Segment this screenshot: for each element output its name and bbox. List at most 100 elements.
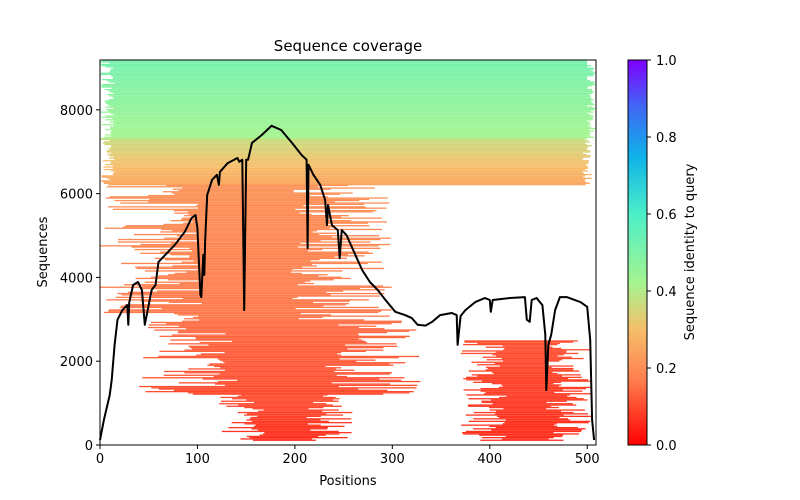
alignment-row <box>109 81 595 83</box>
y-axis-label: Sequences <box>36 216 51 287</box>
alignment-row <box>219 373 391 375</box>
alignment-row <box>110 127 596 130</box>
alignment-row <box>224 352 342 354</box>
alignment-row <box>123 226 333 228</box>
alignment-row <box>505 435 563 438</box>
alignment-row <box>473 418 568 420</box>
y-tick-label: 8000 <box>60 104 93 119</box>
alignment-row <box>231 340 366 342</box>
alignment-row <box>202 378 380 380</box>
alignment-row <box>479 434 564 436</box>
alignment-row <box>151 387 417 389</box>
alignment-row <box>467 405 552 407</box>
alignment-row <box>464 340 579 342</box>
alignment-row <box>114 158 583 161</box>
colorbar-tick-label: 0.6 <box>656 208 677 223</box>
alignment-row <box>103 311 379 314</box>
alignment-row <box>246 399 334 401</box>
alignment-row <box>107 153 587 156</box>
alignment-row <box>254 425 345 427</box>
alignment-row <box>147 194 310 197</box>
alignment-row <box>111 146 589 148</box>
y-tick-label: 2000 <box>60 355 93 370</box>
alignment-row <box>250 416 307 419</box>
alignment-row <box>178 382 332 384</box>
alignment-row <box>468 420 591 422</box>
x-axis-label: Positions <box>319 474 377 489</box>
coverage-heatmap <box>100 60 596 441</box>
alignment-row <box>492 354 564 356</box>
alignment-row <box>503 360 560 362</box>
alignment-row <box>106 109 595 111</box>
alignment-row <box>112 208 296 210</box>
alignment-row <box>162 191 294 193</box>
alignment-row <box>105 129 590 131</box>
alignment-row <box>480 388 587 390</box>
alignment-row <box>112 76 588 78</box>
colorbar-tick-label: 0.8 <box>656 131 677 146</box>
alignment-row <box>494 362 549 365</box>
alignment-row <box>207 364 394 366</box>
alignment-row <box>109 62 588 64</box>
alignment-row <box>460 352 579 355</box>
alignment-row <box>199 319 365 321</box>
alignment-row <box>244 414 343 416</box>
alignment-row <box>193 260 311 262</box>
alignment-row <box>110 91 594 93</box>
alignment-row <box>166 323 392 325</box>
alignment-row <box>257 429 311 431</box>
alignment-row <box>104 134 589 136</box>
alignment-row <box>103 142 586 144</box>
alignment-row <box>127 291 327 293</box>
alignment-row <box>257 415 321 417</box>
alignment-row <box>102 60 587 62</box>
alignment-row <box>197 207 387 209</box>
alignment-row <box>120 305 324 307</box>
alignment-row <box>179 282 315 285</box>
alignment-row <box>105 101 592 103</box>
alignment-row <box>189 247 381 249</box>
alignment-row <box>161 308 296 310</box>
alignment-row <box>188 368 336 370</box>
coverage-line <box>99 124 596 441</box>
alignment-row <box>100 286 392 288</box>
alignment-row <box>462 350 567 352</box>
alignment-row <box>102 160 590 162</box>
alignment-row <box>466 379 588 381</box>
chart-title: Sequence coverage <box>274 37 422 55</box>
alignment-row <box>258 410 323 412</box>
alignment-row <box>254 401 314 404</box>
colorbar-tick-label: 0.2 <box>656 362 677 377</box>
alignment-row <box>182 320 402 322</box>
alignment-row <box>496 410 561 412</box>
alignment-row <box>193 316 323 319</box>
alignment-row <box>133 233 320 236</box>
alignment-row <box>473 381 561 383</box>
alignment-row <box>112 96 590 98</box>
y-tick-label: 4000 <box>60 271 93 286</box>
alignment-row <box>502 345 550 347</box>
alignment-row <box>501 357 584 360</box>
alignment-row <box>109 105 587 107</box>
alignment-row <box>171 192 353 194</box>
alignment-row <box>106 80 591 82</box>
alignment-row <box>100 137 587 140</box>
alignment-row <box>225 333 358 335</box>
alignment-row <box>477 375 562 377</box>
alignment-row <box>182 298 293 300</box>
alignment-row <box>111 170 588 172</box>
alignment-row <box>131 246 299 248</box>
alignment-row <box>110 131 590 133</box>
alignment-row <box>259 434 326 436</box>
alignment-row <box>100 111 594 113</box>
alignment-row <box>110 68 594 71</box>
alignment-row <box>106 186 318 188</box>
alignment-row <box>224 362 406 364</box>
alignment-row <box>170 254 348 256</box>
alignment-row <box>113 97 592 99</box>
alignment-row <box>101 175 586 177</box>
alignment-row <box>114 82 594 84</box>
alignment-row <box>465 414 564 416</box>
alignment-row <box>176 235 380 237</box>
alignment-row <box>167 279 334 281</box>
